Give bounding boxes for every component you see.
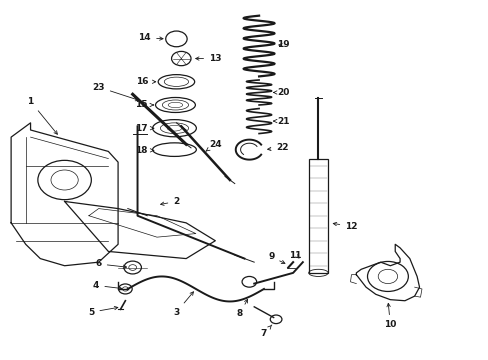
Text: 6: 6 — [95, 260, 126, 269]
Text: 11: 11 — [289, 251, 301, 260]
Text: 1: 1 — [27, 97, 57, 134]
Text: 16: 16 — [136, 77, 155, 86]
Text: 18: 18 — [135, 146, 153, 155]
Text: 15: 15 — [135, 100, 153, 109]
Text: 5: 5 — [88, 306, 118, 317]
Text: 20: 20 — [273, 88, 289, 97]
Text: 9: 9 — [267, 252, 285, 264]
Text: 21: 21 — [273, 117, 289, 126]
Text: 12: 12 — [332, 222, 357, 231]
Text: 23: 23 — [92, 83, 139, 101]
Text: 19: 19 — [277, 40, 289, 49]
Text: 8: 8 — [236, 300, 247, 319]
Text: 14: 14 — [138, 33, 163, 42]
Text: 4: 4 — [93, 281, 122, 290]
Text: 10: 10 — [384, 303, 396, 329]
Text: 13: 13 — [195, 54, 221, 63]
Text: 17: 17 — [135, 124, 153, 133]
Text: 24: 24 — [205, 140, 221, 151]
Text: 3: 3 — [173, 292, 193, 317]
Text: 7: 7 — [260, 325, 271, 338]
Text: 2: 2 — [160, 197, 179, 206]
Text: 22: 22 — [267, 143, 288, 152]
Bar — [308, 158, 327, 273]
